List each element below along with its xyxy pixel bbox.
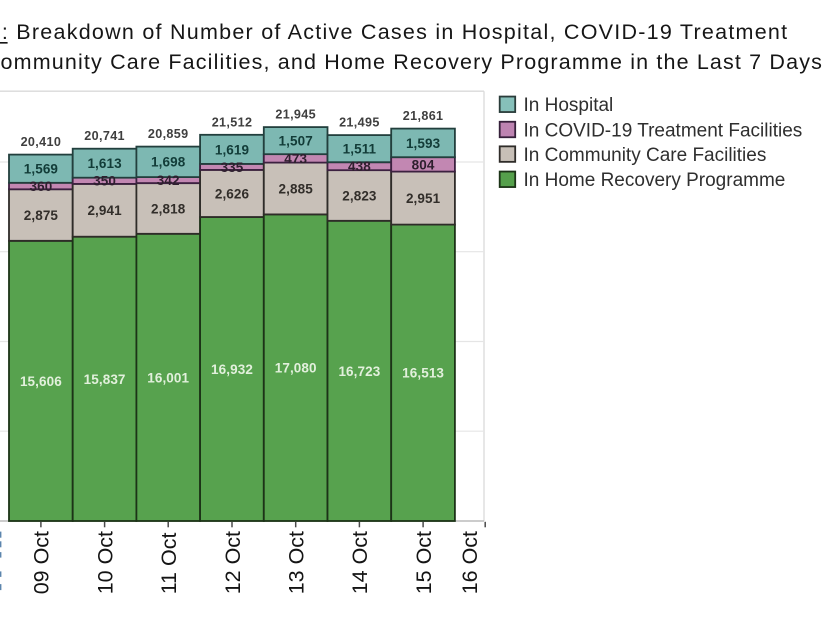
svg-text:16,723: 16,723 — [338, 364, 380, 379]
svg-text:12 Oct: 12 Oct — [221, 531, 245, 594]
svg-text:438: 438 — [348, 159, 371, 174]
svg-text:16,932: 16,932 — [211, 362, 253, 377]
svg-text:2,626: 2,626 — [215, 186, 250, 201]
svg-text:09 Oct: 09 Oct — [30, 531, 54, 594]
svg-text:16 Oct: 16 Oct — [458, 531, 482, 594]
svg-text:1,569: 1,569 — [24, 162, 58, 177]
svg-text:16,001: 16,001 — [147, 370, 189, 385]
svg-text:In Home Recovery Programme: In Home Recovery Programme — [524, 170, 786, 191]
svg-text:473: 473 — [284, 151, 307, 166]
svg-text:2,823: 2,823 — [342, 188, 377, 203]
svg-text:350: 350 — [93, 174, 116, 189]
svg-text:2,818: 2,818 — [151, 201, 186, 216]
svg-text:20,741: 20,741 — [84, 129, 125, 143]
svg-text:2,941: 2,941 — [87, 203, 122, 218]
svg-text:10 Oct: 10 Oct — [93, 531, 117, 594]
svg-text:21,945: 21,945 — [275, 108, 316, 122]
svg-text:1,593: 1,593 — [406, 136, 441, 151]
svg-text:15,837: 15,837 — [84, 372, 126, 387]
svg-text:13 Oct: 13 Oct — [285, 531, 309, 594]
svg-text:In Community Care Facilities: In Community Care Facilities — [524, 145, 767, 166]
svg-text:20,859: 20,859 — [148, 127, 189, 141]
svg-text:21,861: 21,861 — [403, 109, 444, 123]
svg-text:1,613: 1,613 — [87, 156, 122, 171]
svg-text:17,080: 17,080 — [275, 361, 317, 376]
svg-text:21,495: 21,495 — [339, 116, 380, 130]
svg-text:2,875: 2,875 — [24, 208, 59, 223]
svg-text:16,513: 16,513 — [402, 366, 444, 381]
svg-text:Facilities, Community Care Fac: Facilities, Community Care Facilities, a… — [0, 50, 823, 74]
svg-text:15 Oct: 15 Oct — [412, 531, 436, 594]
svg-text:1,698: 1,698 — [151, 155, 186, 170]
svg-text:14 Oct: 14 Oct — [348, 531, 372, 594]
svg-text:1,507: 1,507 — [279, 134, 313, 149]
svg-text:In COVID-19 Treatment Faciliti: In COVID-19 Treatment Facilities — [524, 120, 803, 141]
svg-text:335: 335 — [221, 160, 244, 175]
svg-text:In Hospital: In Hospital — [524, 95, 614, 116]
svg-text:2,885: 2,885 — [279, 181, 314, 196]
svg-text:360: 360 — [29, 179, 52, 194]
svg-text:1,619: 1,619 — [215, 142, 249, 157]
svg-text:21,512: 21,512 — [212, 115, 253, 129]
svg-text:20,410: 20,410 — [21, 135, 62, 149]
svg-text:15,606: 15,606 — [20, 374, 62, 389]
svg-text:804: 804 — [412, 157, 435, 172]
svg-text:1,511: 1,511 — [343, 142, 377, 157]
svg-text:Chart 1: Breakdown of Number o: Chart 1: Breakdown of Number of Active C… — [0, 20, 788, 44]
svg-text:2,951: 2,951 — [406, 191, 441, 206]
svg-text:11 Oct: 11 Oct — [157, 533, 181, 595]
svg-text:342: 342 — [157, 173, 180, 188]
